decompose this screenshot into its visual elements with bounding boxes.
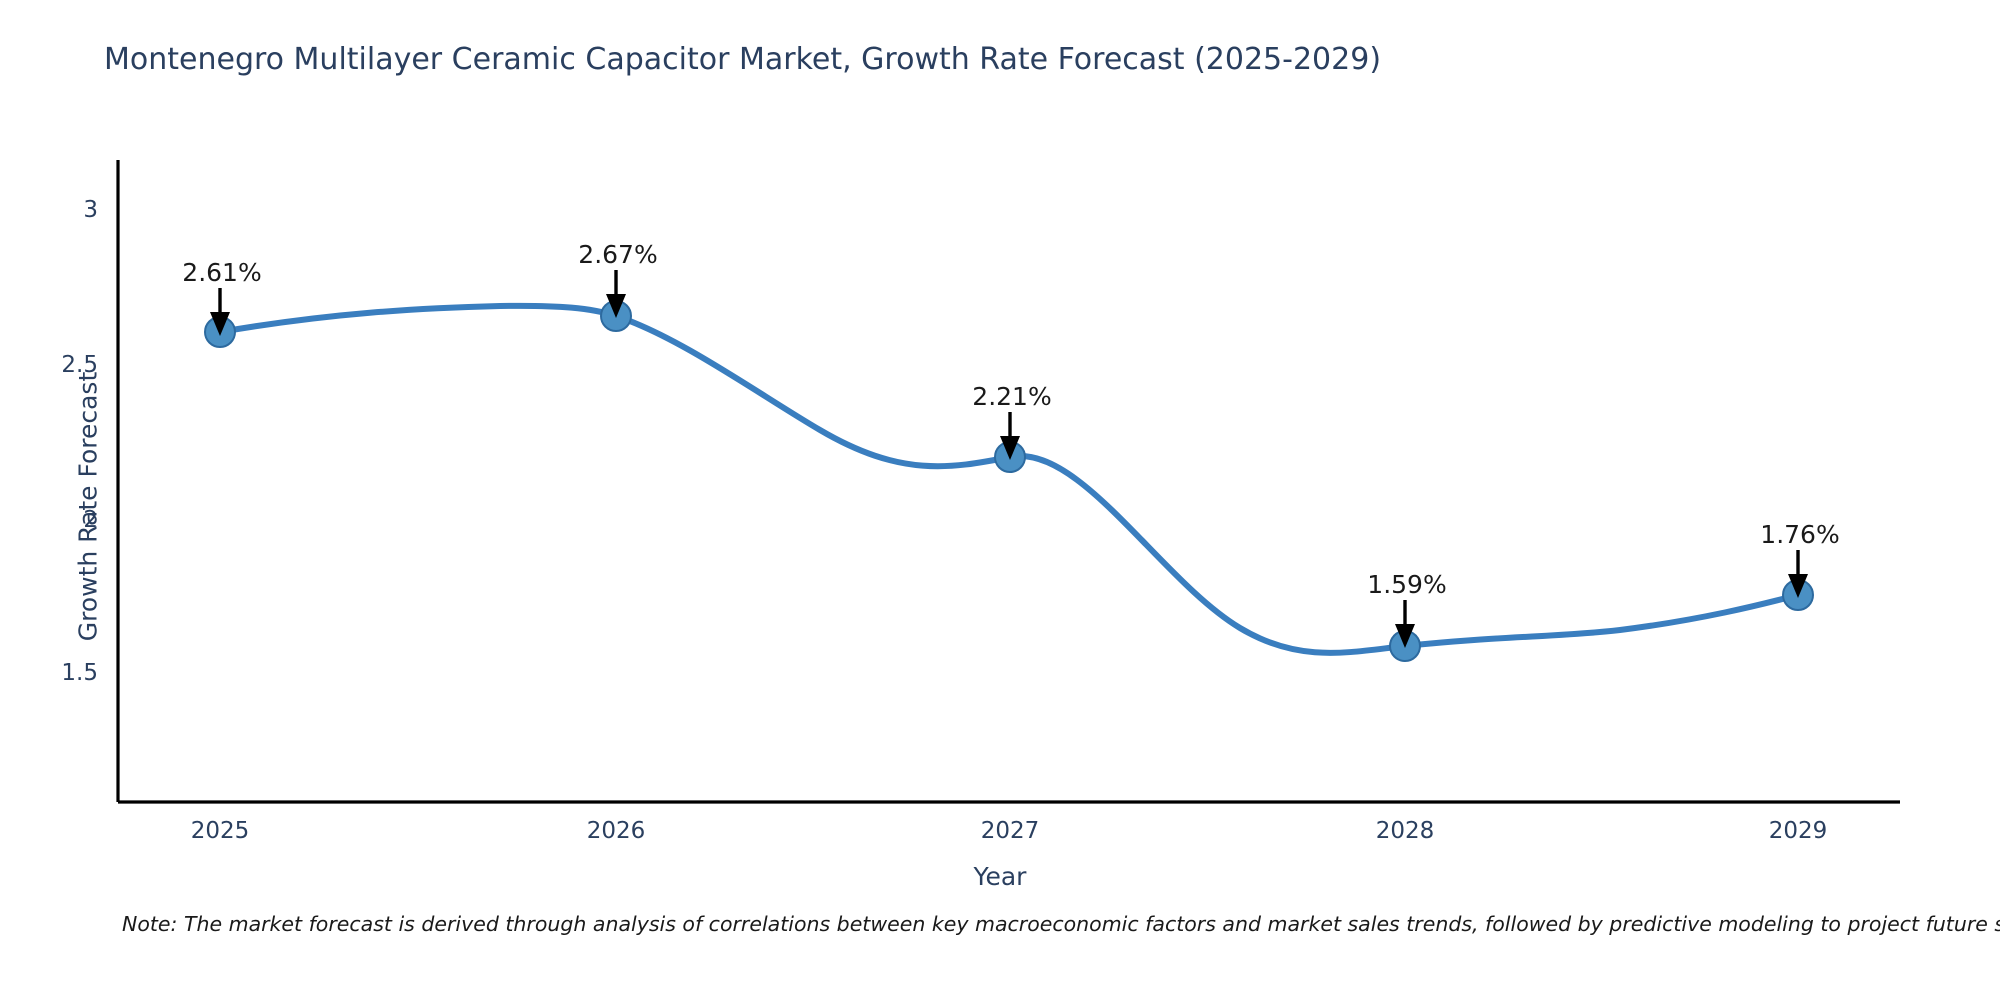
data-point-label: 1.76% <box>1760 520 1840 549</box>
data-point-label: 2.61% <box>182 258 262 287</box>
x-tick-label: 2029 <box>1768 818 1828 844</box>
annotation-arrow <box>210 288 230 336</box>
data-point-label: 1.59% <box>1367 570 1447 599</box>
x-tick-label: 2027 <box>980 818 1040 844</box>
data-point-label: 2.21% <box>972 382 1052 411</box>
y-tick-label: 3 <box>83 197 98 223</box>
annotation-arrow <box>1395 600 1415 648</box>
y-tick-label: 1.5 <box>61 660 98 686</box>
x-axis-title: Year <box>973 862 1027 891</box>
annotation-arrow <box>606 270 626 318</box>
chart-title: Montenegro Multilayer Ceramic Capacitor … <box>104 42 1382 77</box>
data-point-label: 2.67% <box>578 240 658 269</box>
footnote-text: Note: The market forecast is derived thr… <box>122 912 2000 936</box>
y-tick-label: 2.5 <box>61 352 98 378</box>
y-axis-title: Growth Rate Forecast <box>73 371 103 642</box>
annotation-arrow <box>1000 412 1020 460</box>
x-tick-label: 2026 <box>586 818 646 844</box>
y-tick-label: 2 <box>83 507 98 533</box>
data-series-line <box>217 302 1801 656</box>
annotation-arrow <box>1788 550 1808 598</box>
x-tick-label: 2028 <box>1375 818 1435 844</box>
x-tick-label: 2025 <box>190 818 250 844</box>
